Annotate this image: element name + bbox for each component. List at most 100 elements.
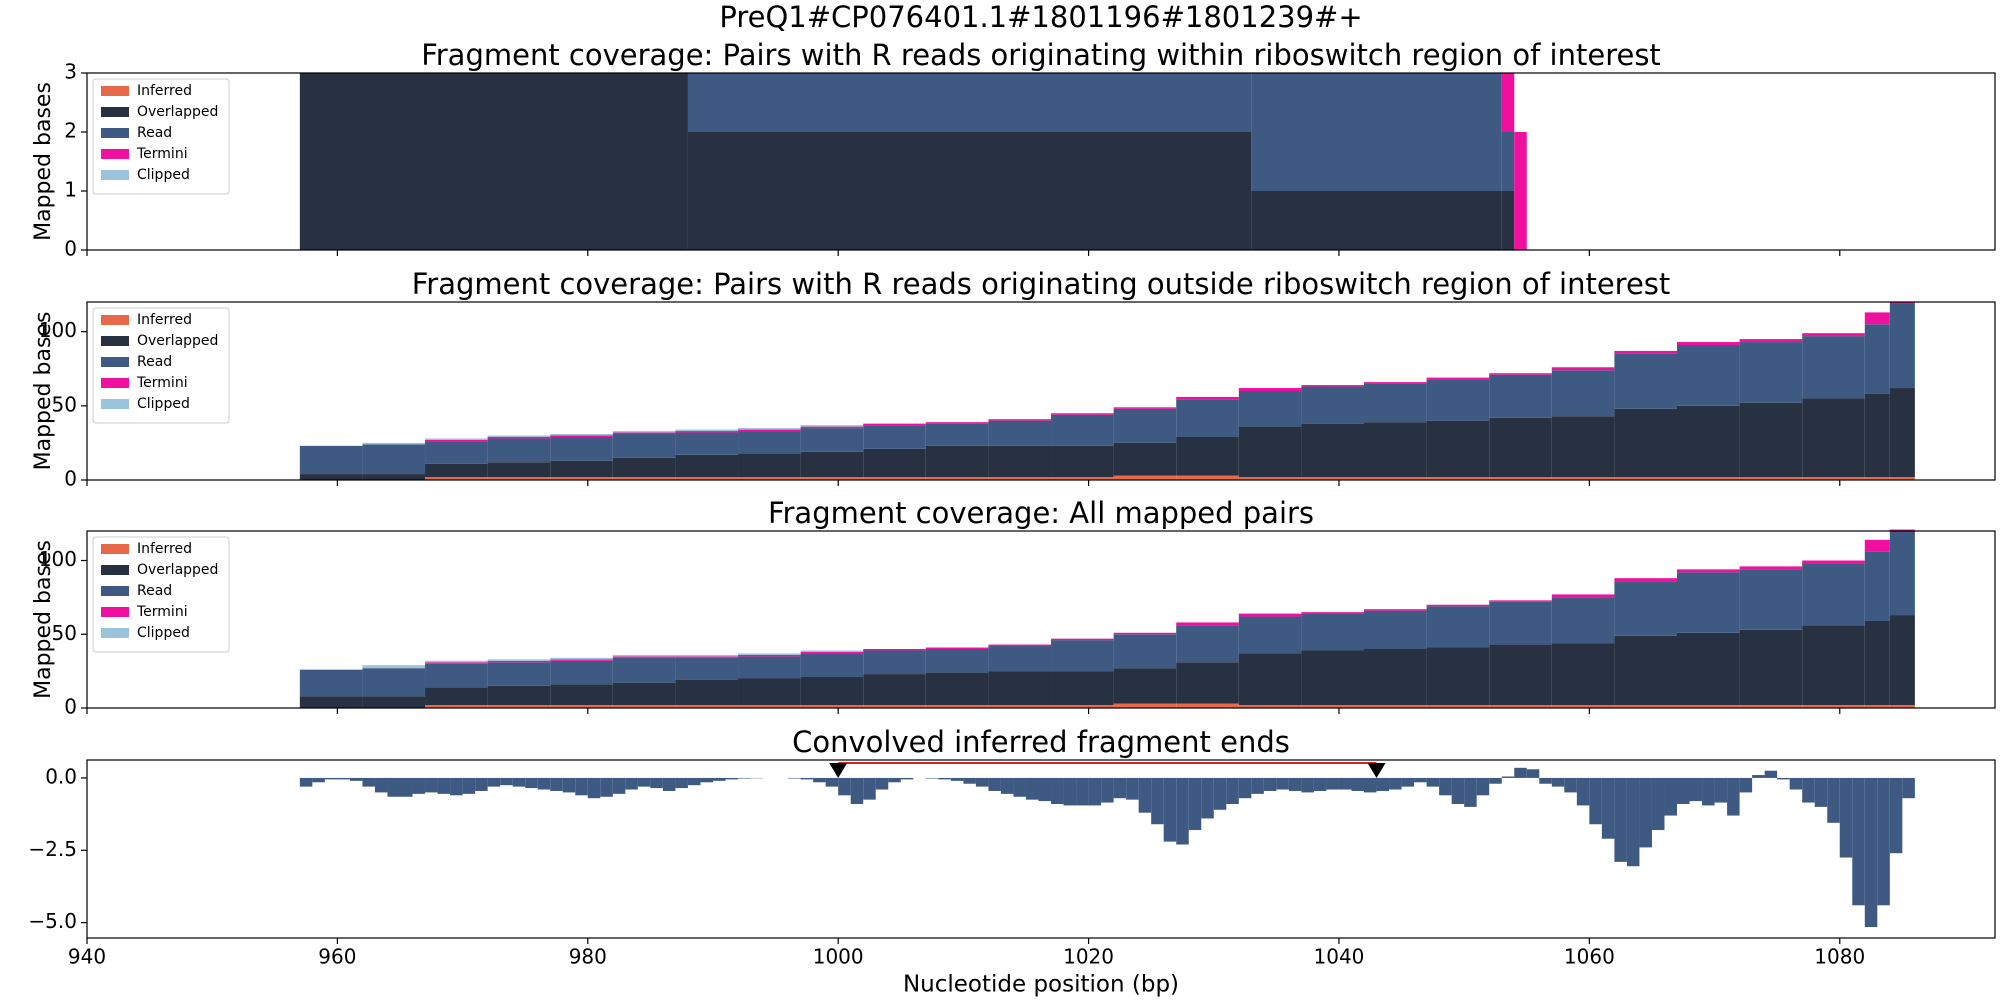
y-tick-label: 0	[64, 695, 77, 719]
bar-segment	[1238, 388, 1302, 391]
bar-segment	[1301, 705, 1365, 708]
bar-segment	[1864, 539, 1890, 552]
bar-segment	[1364, 610, 1427, 649]
bar-segment	[1238, 653, 1302, 706]
y-tick-label: 1	[64, 178, 77, 202]
bar-segment	[1802, 560, 1865, 564]
bar	[1076, 777, 1089, 806]
bar	[500, 777, 513, 786]
bar	[1576, 777, 1590, 806]
bar-segment	[1176, 436, 1239, 476]
bar	[387, 777, 400, 797]
bar-segment	[925, 649, 989, 673]
bar-segment	[1176, 662, 1239, 704]
legend-label: Clipped	[137, 167, 190, 183]
legend-label: Termini	[136, 604, 188, 620]
bar	[938, 777, 951, 780]
panel-title: Convolved inferred fragment ends	[792, 725, 1290, 759]
bar	[1338, 777, 1352, 790]
bar-segment	[612, 705, 676, 708]
bar	[1501, 776, 1515, 778]
bar	[1389, 777, 1402, 790]
bar-segment	[1802, 625, 1865, 706]
bar-segment	[487, 436, 551, 439]
y-tick-label: 0	[64, 237, 77, 261]
bar-segment	[1802, 705, 1865, 708]
bar-segment	[1426, 604, 1490, 607]
bar-segment	[925, 445, 989, 478]
bar	[863, 777, 876, 800]
bar-segment	[1739, 477, 1803, 480]
bar-segment	[925, 423, 989, 446]
x-tick-label: 960	[318, 945, 356, 969]
bar	[374, 777, 388, 793]
bar-segment	[988, 445, 1052, 478]
bar-segment	[925, 477, 989, 480]
y-tick-label: −2.5	[28, 837, 77, 861]
bar	[1151, 777, 1164, 825]
bar-segment	[1301, 386, 1365, 424]
bar-segment	[1614, 408, 1677, 478]
bar	[1727, 777, 1740, 816]
bar	[1038, 777, 1052, 802]
bar	[1514, 767, 1527, 778]
bar-segment	[1176, 399, 1239, 437]
bar-segment	[1489, 374, 1552, 418]
bar-segment	[1614, 578, 1677, 582]
bar	[1126, 777, 1139, 800]
bar-segment	[487, 462, 551, 478]
bar	[1414, 777, 1427, 783]
bar	[562, 777, 576, 793]
bar	[1188, 777, 1202, 831]
bar-segment	[1677, 572, 1740, 633]
bar-segment	[1889, 531, 1915, 616]
bar	[1877, 777, 1890, 906]
bar-segment	[1113, 475, 1177, 480]
y-tick-label: 2	[64, 119, 77, 143]
bar-segment	[1551, 705, 1615, 708]
bar-segment	[362, 696, 426, 708]
bar-segment	[675, 656, 739, 658]
bar	[1113, 777, 1127, 799]
bar-segment	[487, 662, 551, 686]
bar	[1564, 777, 1577, 793]
bar-segment	[425, 438, 488, 440]
legend-swatch	[101, 149, 129, 159]
x-tick-label: 980	[569, 945, 607, 969]
legend: Inferred Overlapped Read Termini Clipped	[92, 78, 230, 195]
bar	[1276, 777, 1289, 790]
bar-segment	[1176, 396, 1239, 400]
axes-frame	[86, 530, 1996, 709]
bar-segment	[988, 644, 1052, 647]
y-tick-label: 50	[52, 392, 77, 416]
legend-label: Clipped	[137, 396, 190, 412]
bar-segment	[1489, 373, 1552, 375]
bar-segment	[800, 425, 864, 427]
legend: Inferred Overlapped Read Termini Clipped	[92, 536, 230, 653]
y-axis-label: Mapped bases	[31, 312, 56, 471]
bar-segment	[800, 705, 864, 708]
bar-segment	[738, 453, 801, 478]
panel-title: Fragment coverage: Pairs with R reads or…	[412, 267, 1671, 301]
legend-label: Clipped	[137, 625, 190, 641]
bar-segment	[1426, 377, 1490, 380]
panel: Convolved inferred fragment ends 0.0 −2.5 −…	[28, 725, 1996, 998]
bar-segment	[1889, 529, 1915, 531]
bar-segment	[1889, 615, 1915, 706]
bar-segment	[1489, 644, 1552, 706]
bar-segment	[1251, 73, 1502, 191]
bar-segment	[550, 460, 613, 478]
bar-segment	[1251, 191, 1502, 250]
bar	[788, 777, 801, 779]
bar-segment	[800, 650, 864, 652]
bar-segment	[988, 705, 1052, 708]
bar-segment	[362, 665, 426, 669]
bar-segment	[925, 672, 989, 706]
bar	[1852, 777, 1865, 906]
bar-segment	[1889, 302, 1915, 304]
panel: Fragment coverage: Pairs with R reads or…	[31, 38, 1996, 261]
bar-segment	[425, 687, 488, 706]
bar	[1752, 775, 1765, 778]
bar-segment	[550, 435, 613, 437]
bar-segment	[1301, 477, 1365, 480]
